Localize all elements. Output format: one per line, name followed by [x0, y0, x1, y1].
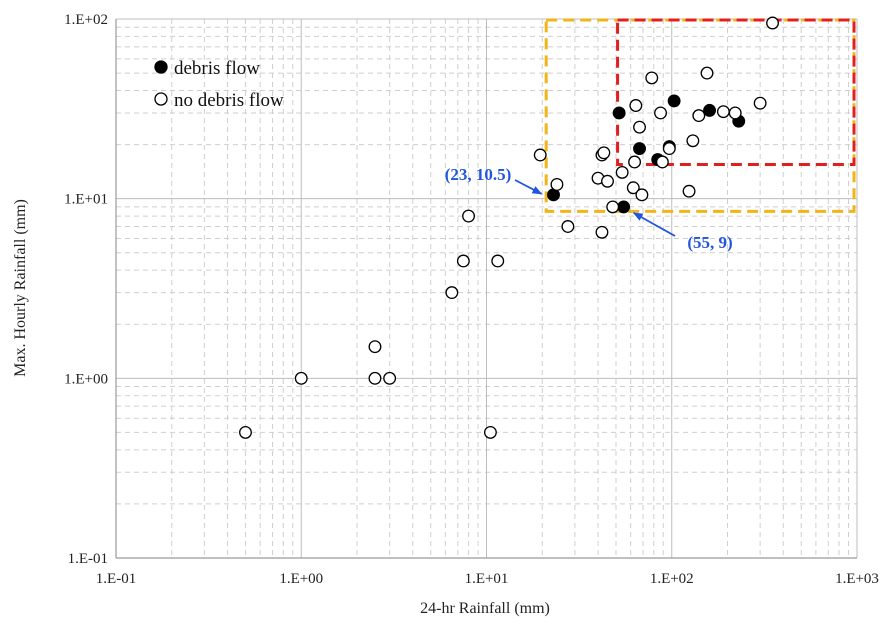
data-points — [239, 16, 779, 439]
point-no-debris-flow — [728, 106, 742, 120]
point-no-debris-flow — [597, 146, 611, 160]
point-no-debris-flow — [753, 96, 767, 110]
red-threshold-box — [616, 18, 856, 166]
y-tick-label: 1.E+02 — [64, 12, 108, 28]
point-debris-flow — [617, 200, 631, 214]
point-no-debris-flow — [368, 371, 382, 385]
grid-major — [115, 18, 858, 559]
legend: debris flow no debris flow — [154, 58, 284, 111]
point-debris-flow — [612, 106, 626, 120]
point-no-debris-flow — [533, 148, 547, 162]
point-no-debris-flow — [692, 109, 706, 123]
point-no-debris-flow — [655, 155, 669, 169]
point-no-debris-flow — [628, 155, 642, 169]
legend-marker-debris-flow — [154, 60, 168, 74]
x-tick-label: 1.E+01 — [465, 571, 509, 587]
x-axis-label: 24-hr Rainfall (mm) — [420, 600, 550, 617]
y-axis-label: Max. Hourly Rainfall (mm) — [12, 199, 29, 377]
point-debris-flow — [667, 94, 681, 108]
point-no-debris-flow — [383, 371, 397, 385]
x-tick-label: 1.E+00 — [279, 571, 323, 587]
point-no-debris-flow — [239, 425, 252, 439]
point-no-debris-flow — [766, 16, 779, 30]
point-no-debris-flow — [561, 220, 575, 233]
point-no-debris-flow — [462, 209, 475, 223]
point-no-debris-flow — [491, 254, 505, 268]
point-no-debris-flow — [686, 134, 700, 148]
tick-labels: 1.E-01 1.E+00 1.E+01 1.E+02 1.E+03 1.E-01 1.E+… — [64, 12, 879, 587]
point-no-debris-flow — [700, 66, 714, 80]
legend-marker-no-debris-flow — [154, 92, 168, 106]
legend-label-no-debris-flow: no debris flow — [174, 90, 284, 111]
point-no-debris-flow — [626, 181, 640, 195]
point-debris-flow — [703, 103, 717, 117]
annotation-label-1: (23, 10.5) — [445, 165, 512, 184]
point-no-debris-flow — [682, 184, 696, 198]
annotation-arrow-2 — [632, 212, 676, 237]
annotation-label-2: (55, 9) — [687, 233, 732, 252]
point-no-debris-flow — [662, 142, 676, 156]
point-no-debris-flow — [615, 165, 629, 179]
point-no-debris-flow — [606, 200, 620, 214]
point-debris-flow — [633, 142, 646, 156]
point-no-debris-flow — [445, 286, 459, 300]
x-tick-label: 1.E+03 — [835, 571, 879, 587]
point-no-debris-flow — [654, 106, 667, 120]
point-no-debris-flow — [645, 71, 659, 85]
annotations: (23, 10.5) (55, 9) — [445, 165, 733, 252]
x-tick-label: 1.E+02 — [650, 571, 694, 587]
point-no-debris-flow — [601, 174, 614, 188]
annotation-arrow-1 — [514, 179, 543, 195]
point-no-debris-flow — [629, 99, 643, 112]
point-no-debris-flow — [635, 188, 649, 202]
point-no-debris-flow — [633, 120, 646, 134]
x-tick-label: 1.E-01 — [96, 571, 136, 587]
y-tick-label: 1.E+00 — [64, 371, 108, 387]
y-tick-label: 1.E+01 — [64, 192, 108, 208]
orange-threshold-box — [544, 18, 856, 213]
point-no-debris-flow — [294, 371, 308, 385]
point-no-debris-flow — [456, 254, 470, 268]
point-no-debris-flow — [368, 340, 382, 354]
point-no-debris-flow — [595, 225, 609, 239]
threshold-regions — [544, 18, 856, 213]
legend-label-debris-flow: debris flow — [174, 58, 260, 79]
point-no-debris-flow — [483, 425, 497, 439]
point-no-debris-flow — [550, 177, 564, 191]
point-no-debris-flow — [716, 105, 730, 119]
y-tick-label: 1.E-01 — [68, 551, 108, 567]
